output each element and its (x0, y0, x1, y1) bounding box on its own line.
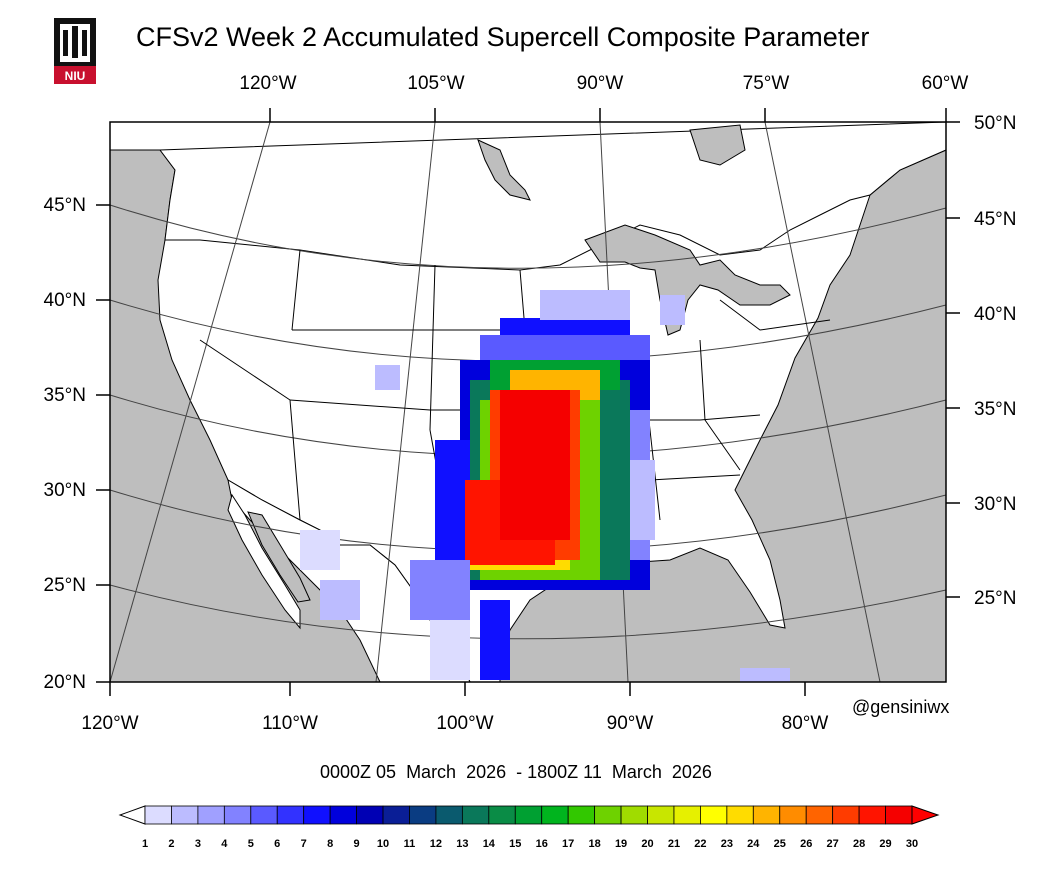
top-lon-label: 120°W (239, 73, 297, 94)
logo-text: NIU (64, 69, 86, 83)
left-lat-label: 45°N (43, 195, 86, 216)
colorbar-tick-label: 30 (905, 838, 919, 850)
colorbar-tick-label: 11 (403, 838, 416, 850)
date-range: 0000Z 05 March 2026 - 1800Z 11 March 202… (320, 762, 712, 782)
bottom-lon-label: 110°W (262, 713, 318, 734)
colorbar-tick-label: 15 (509, 838, 522, 850)
colorbar-swatch (858, 805, 886, 825)
colorbar-tick-label: 8 (327, 838, 334, 850)
colorbar-tick-label: 9 (353, 838, 360, 850)
colorbar-tick-label: 17 (562, 838, 575, 850)
hudson-bay-east (689, 124, 746, 166)
bottom-lon-label: 100°W (436, 713, 494, 734)
left-lat-label: 35°N (43, 385, 86, 406)
colorbar-tick-label: 22 (694, 838, 707, 850)
right-lat-label: 50°N (974, 113, 1017, 134)
niu-logo: NIU (52, 16, 98, 86)
colorbar-tick-label: 13 (456, 838, 469, 850)
colorbar-tick-label: 25 (773, 838, 786, 850)
colorbar-swatch (726, 805, 754, 825)
colorbar-tick-label: 29 (879, 838, 892, 850)
gulf-of-california (247, 511, 311, 603)
top-lon-label: 90°W (576, 73, 624, 94)
map-title: CFSv2 Week 2 Accumulated Supercell Compo… (136, 22, 870, 52)
colorbar-swatch (197, 805, 225, 825)
colorbar-swatch (647, 805, 675, 825)
colorbar-under-triangle (118, 805, 146, 825)
axis-ticks (96, 108, 960, 696)
great-lakes (584, 224, 791, 336)
colorbar-swatch (409, 805, 437, 825)
colorbar-tick-label: 26 (800, 838, 813, 850)
colorbar-tick-label: 14 (482, 838, 495, 850)
colorbar-swatch (541, 805, 569, 825)
bottom-lon-label: 120°W (81, 713, 139, 734)
colorbar-swatch (488, 805, 516, 825)
colorbar-tick-label: 6 (274, 838, 281, 850)
colorbar-tick-label: 23 (720, 838, 733, 850)
colorbar-swatch (832, 805, 860, 825)
colorbar-swatch (171, 805, 199, 825)
colorbar-swatch (303, 805, 331, 825)
bottom-lon-label: 80°W (781, 713, 829, 734)
colorbar-tick-label: 1 (141, 838, 149, 850)
land-canada (159, 121, 947, 271)
colorbar-swatch (223, 805, 252, 825)
colorbar-tick-label: 16 (535, 838, 548, 850)
colorbar-tick-label: 3 (194, 838, 201, 850)
colorbar-tick-label: 21 (667, 838, 681, 850)
colorbar-swatch (620, 805, 648, 825)
colorbar-tick-label: 20 (641, 838, 654, 850)
colorbar-swatch (276, 805, 305, 825)
colorbar-swatch (461, 805, 490, 825)
colorbar-swatch (329, 805, 357, 825)
colorbar-tick-label: 4 (221, 838, 228, 850)
left-lat-label: 30°N (43, 480, 86, 501)
colorbar-swatch (700, 805, 728, 825)
scp-field (300, 290, 790, 682)
colorbar-swatch (382, 805, 410, 825)
land-baja (227, 493, 301, 630)
top-lon-label: 60°W (921, 73, 969, 94)
colorbar-swatch (752, 805, 781, 825)
credit-handle: @gensiniwx (852, 697, 950, 717)
right-lat-label: 45°N (974, 209, 1017, 230)
colorbar-tick-label: 18 (588, 838, 601, 850)
hudson-bay (477, 139, 531, 201)
left-lat-label: 40°N (43, 290, 86, 311)
colorbar-swatch (250, 805, 278, 825)
left-lat-label: 25°N (43, 575, 86, 596)
colorbar-swatch (356, 805, 384, 825)
colorbar-tick-label: 5 (247, 838, 254, 850)
colorbar-tick-label: 28 (852, 838, 866, 850)
colorbar-swatch (779, 805, 807, 825)
right-lat-label: 25°N (974, 588, 1017, 609)
top-lon-label: 105°W (407, 73, 465, 94)
left-lat-label: 20°N (43, 672, 86, 693)
colorbar-over-triangle (911, 805, 940, 825)
colorbar-tick-label: 7 (300, 838, 307, 850)
colorbar-tick-label: 2 (168, 838, 175, 850)
colorbar-tick-label: 24 (747, 838, 760, 850)
right-lat-label: 40°N (974, 304, 1017, 325)
colorbar-tick-label: 19 (614, 838, 628, 850)
colorbar-swatch (594, 805, 622, 825)
bottom-lon-label: 90°W (606, 713, 654, 734)
colorbar-swatch (885, 805, 913, 825)
colorbar-swatch (514, 805, 543, 825)
colorbar-swatch (435, 805, 463, 825)
colorbar-swatch (144, 805, 172, 825)
colorbar-swatch (673, 805, 701, 825)
colorbar-swatch (567, 805, 596, 825)
right-lat-label: 35°N (974, 399, 1017, 420)
colorbar-swatch (805, 805, 834, 825)
colorbar-tick-label: 12 (429, 838, 443, 850)
right-lat-label: 30°N (974, 494, 1017, 515)
top-lon-label: 75°W (742, 73, 790, 94)
colorbar-tick-label: 27 (826, 838, 839, 850)
colorbar-tick-label: 10 (376, 838, 390, 850)
